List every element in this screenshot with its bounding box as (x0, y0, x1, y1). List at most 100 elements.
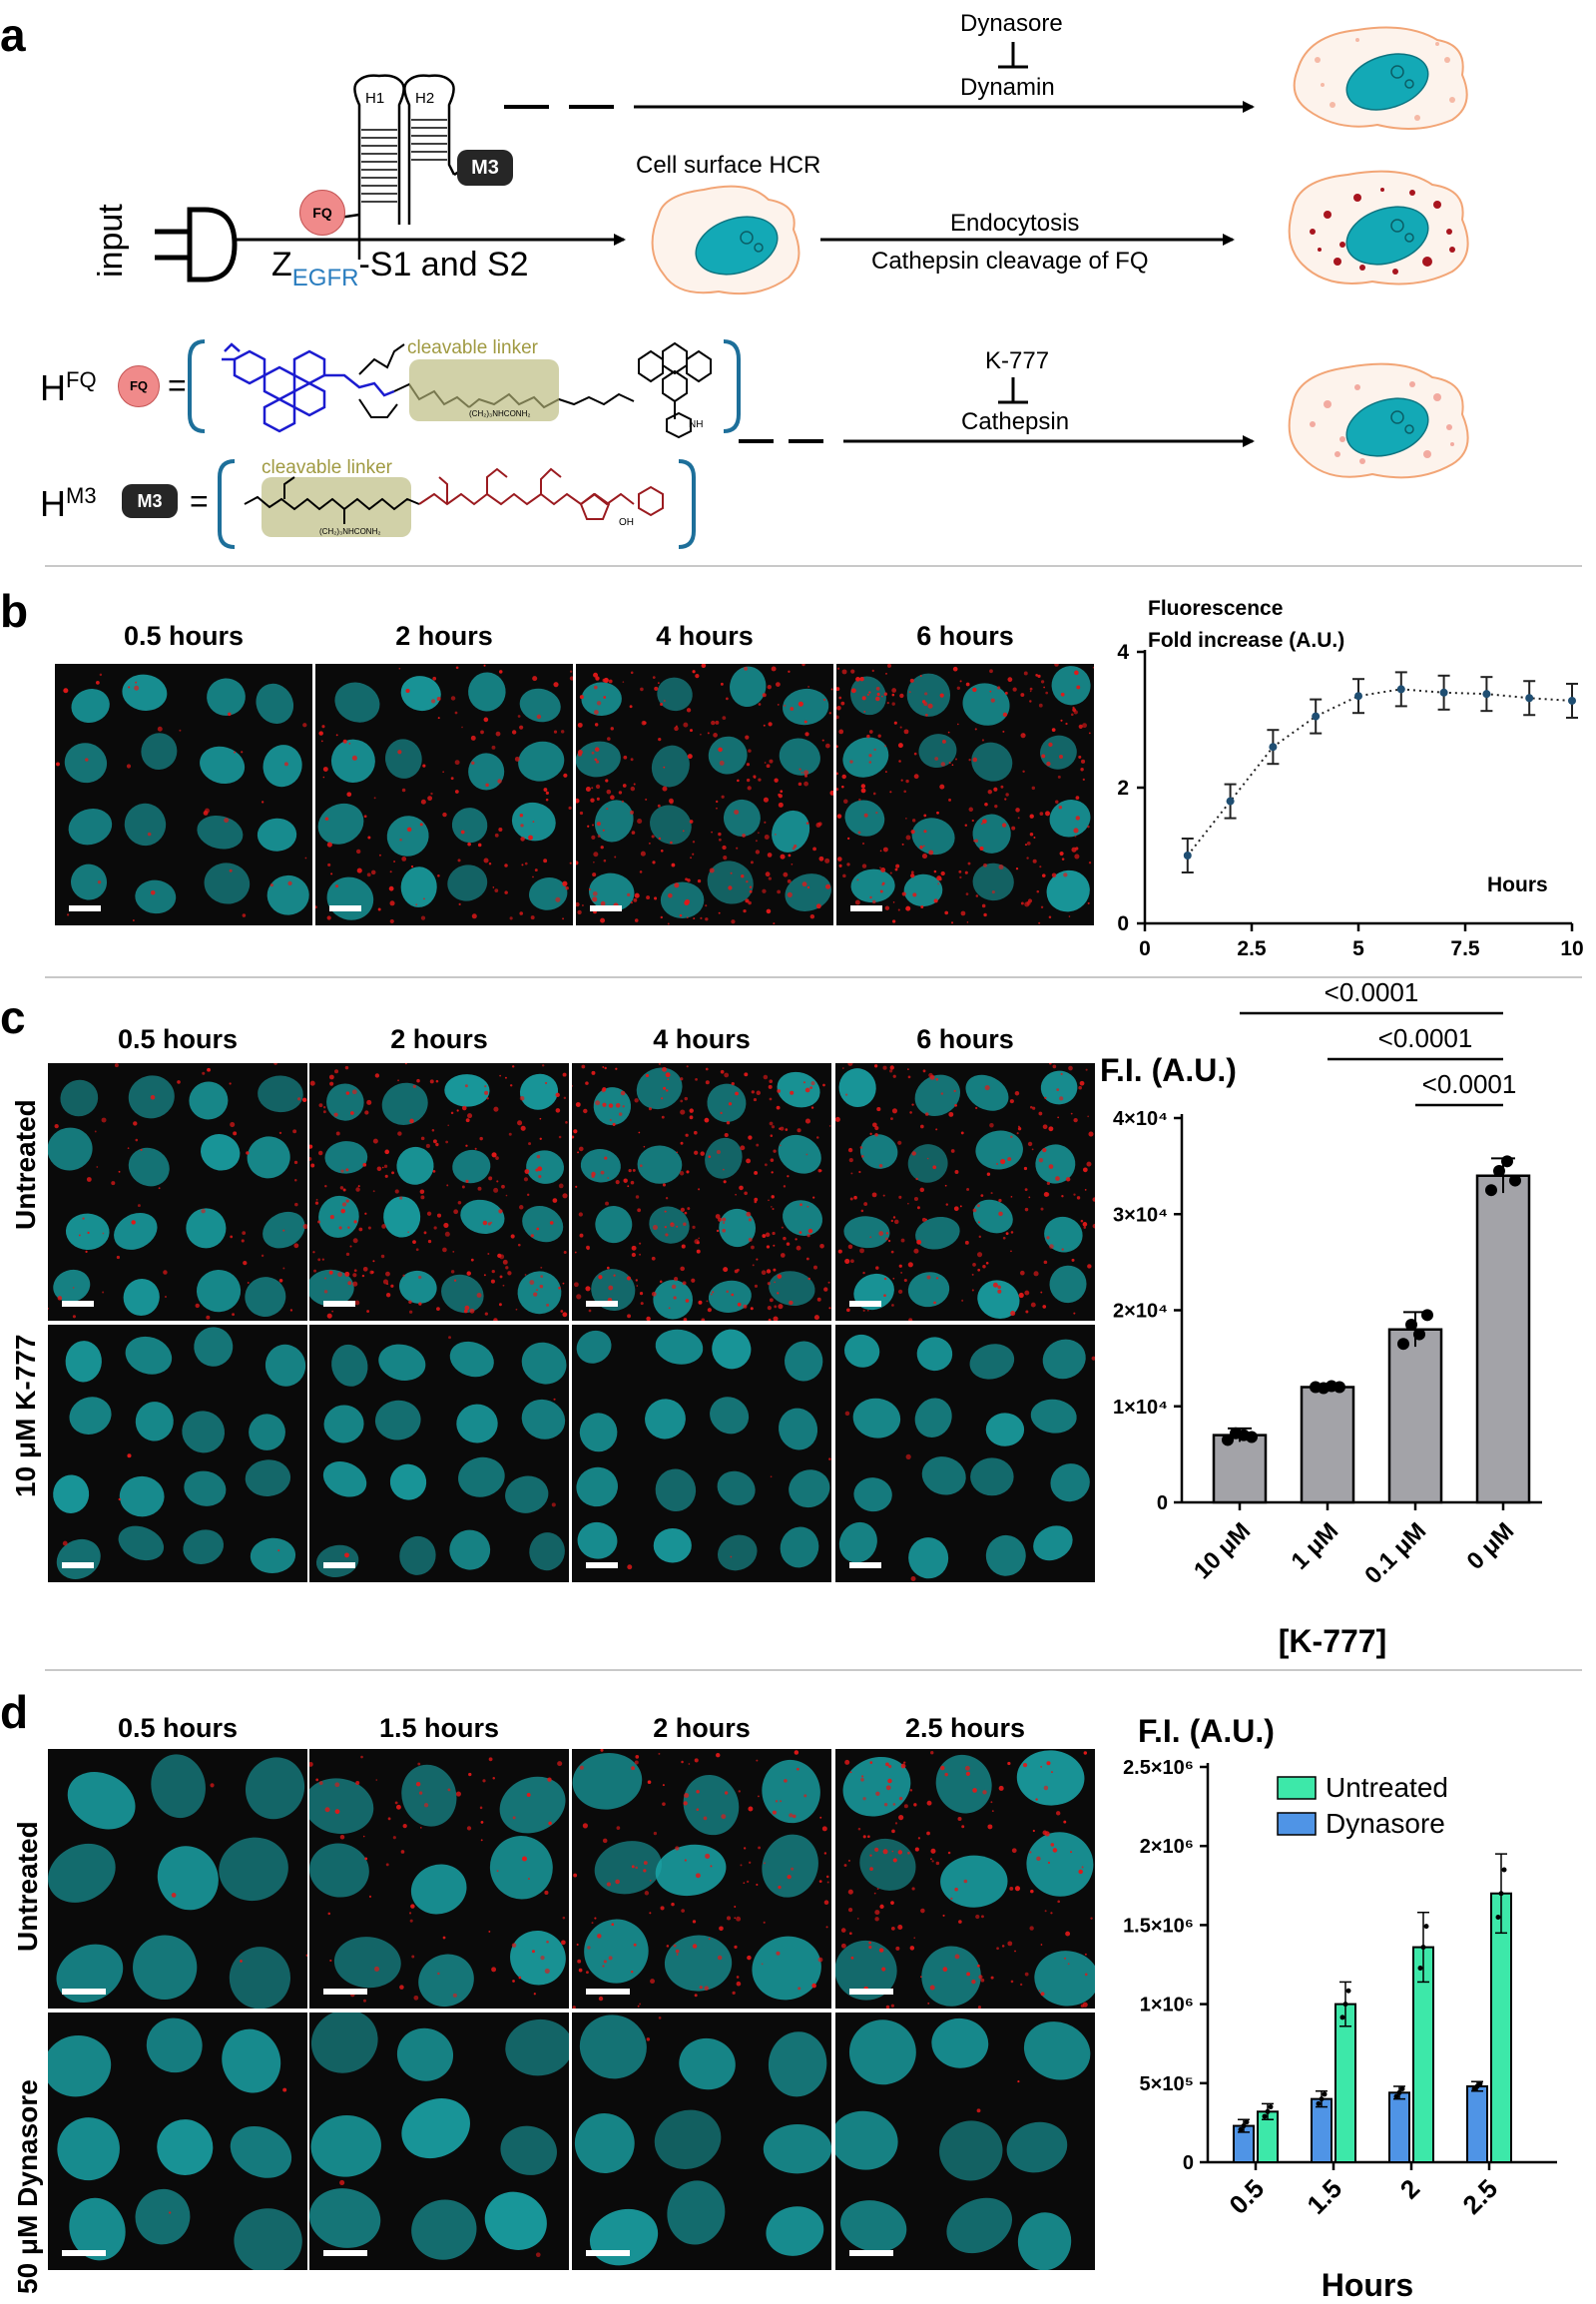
scale-bar (323, 1562, 355, 1568)
puncta (1048, 1164, 1054, 1169)
puncta (447, 1788, 451, 1792)
puncta (961, 1825, 965, 1829)
puncta (892, 1277, 895, 1280)
puncta (497, 779, 502, 784)
puncta (850, 1956, 854, 1960)
puncta (787, 1874, 792, 1880)
puncta (756, 1883, 759, 1887)
puncta (536, 1289, 538, 1292)
nucleus (657, 677, 693, 712)
puncta (680, 1099, 684, 1103)
probe-egfr: EGFR (291, 265, 359, 291)
puncta (635, 1195, 640, 1199)
puncta (575, 1102, 581, 1107)
puncta (418, 1302, 422, 1306)
puncta (660, 703, 664, 707)
puncta (367, 836, 371, 840)
nucleus (56, 1944, 124, 2004)
puncta (891, 702, 895, 706)
puncta (863, 813, 868, 818)
puncta (850, 669, 855, 674)
puncta (517, 715, 521, 718)
puncta (592, 824, 594, 827)
puncta (1072, 708, 1077, 713)
puncta (576, 1294, 582, 1300)
puncta (591, 1922, 594, 1925)
puncta (224, 818, 230, 824)
puncta (1040, 1992, 1045, 1997)
puncta (462, 1105, 467, 1111)
puncta (309, 1144, 313, 1149)
puncta (756, 1090, 762, 1096)
nucleus (135, 1402, 174, 1441)
puncta (807, 1277, 810, 1281)
puncta (1004, 691, 1008, 695)
puncta (755, 840, 758, 843)
puncta (510, 1234, 515, 1239)
bar (1212, 1434, 1268, 1504)
puncta (844, 1411, 850, 1417)
puncta (771, 666, 777, 672)
nucleus (679, 2037, 736, 2090)
puncta (950, 1149, 955, 1153)
puncta (769, 1298, 774, 1303)
puncta (1027, 1141, 1033, 1147)
nucleus (762, 1759, 820, 1824)
puncta (1045, 1192, 1050, 1197)
puncta (875, 1791, 880, 1796)
puncta (933, 898, 938, 903)
puncta (545, 791, 549, 796)
puncta (547, 1777, 552, 1782)
data-point (1413, 1328, 1425, 1341)
nucleus (595, 1206, 633, 1244)
puncta (989, 690, 992, 693)
nucleus (653, 1280, 694, 1320)
puncta (378, 854, 381, 857)
puncta (1080, 2004, 1085, 2009)
puncta (592, 890, 598, 896)
puncta (480, 730, 484, 735)
nucleus (326, 1083, 364, 1121)
puncta (420, 1195, 425, 1200)
puncta (592, 872, 597, 877)
puncta (322, 1106, 326, 1109)
nucleus (1051, 666, 1091, 706)
puncta (524, 1169, 530, 1174)
puncta (558, 1183, 564, 1189)
puncta (608, 1956, 613, 1961)
puncta (333, 1112, 338, 1117)
puncta (780, 1800, 783, 1803)
puncta (889, 1069, 893, 1073)
separator-ab (45, 565, 1582, 567)
puncta (768, 1318, 772, 1321)
puncta (801, 881, 807, 887)
puncta (1078, 1869, 1083, 1875)
puncta (697, 878, 702, 883)
puncta (769, 1121, 774, 1126)
puncta (684, 1096, 689, 1101)
puncta (960, 1131, 964, 1135)
puncta (302, 1224, 307, 1230)
puncta (740, 1864, 743, 1867)
data-point (1316, 2100, 1322, 2106)
puncta (923, 702, 928, 707)
puncta (326, 915, 331, 920)
puncta (722, 1168, 725, 1171)
puncta (1059, 754, 1063, 759)
puncta (494, 833, 499, 838)
puncta (553, 1398, 556, 1401)
puncta (450, 1270, 455, 1274)
puncta (772, 1810, 777, 1815)
puncta (847, 1859, 850, 1862)
hfq-sup: FQ (66, 367, 97, 392)
nucleus (133, 1935, 198, 2001)
puncta (562, 1193, 568, 1199)
puncta (1082, 778, 1085, 781)
puncta (674, 726, 679, 732)
puncta (283, 762, 288, 767)
puncta (966, 1187, 970, 1191)
puncta (804, 732, 809, 737)
puncta (621, 800, 625, 804)
puncta (387, 1817, 391, 1821)
nucleus (521, 1399, 566, 1440)
